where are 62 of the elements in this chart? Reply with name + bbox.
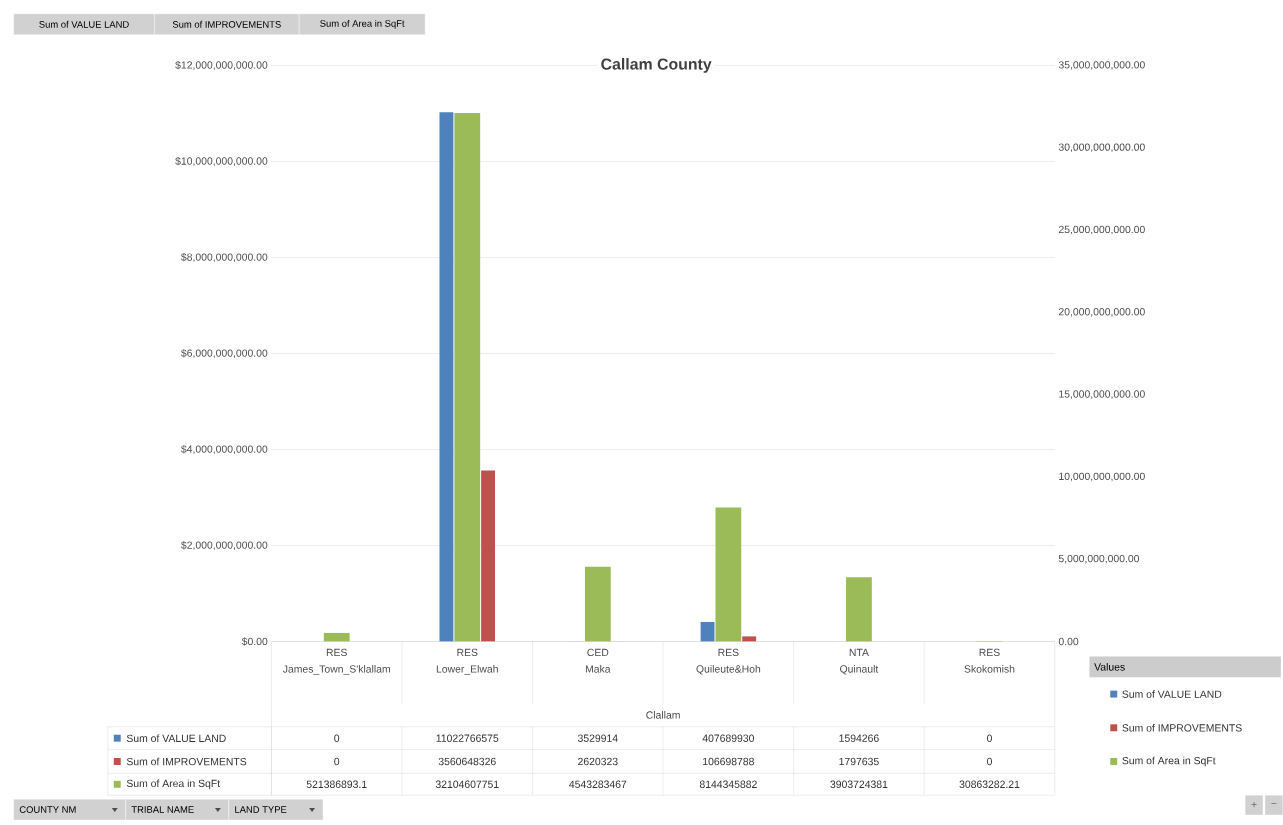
data-label: 8144345882: [699, 780, 757, 789]
text: Sum of Area in SqFt: [126, 779, 221, 790]
legend-label: Sum of Area in SqFt: [1122, 756, 1216, 767]
text: Sum of IMPROVEMENTS: [172, 20, 281, 28]
y2-tick-label: 25,000,000,000.00: [1058, 225, 1145, 235]
data-label: 3560648326: [438, 757, 496, 766]
y2-tick-label: 0.00: [1058, 637, 1079, 646]
x-tick-label: James_Town_S'klallam: [282, 665, 390, 675]
text: +: [1251, 802, 1257, 808]
data-label: 3529914: [577, 734, 618, 742]
data-label: 0: [986, 757, 992, 766]
data-label: 106698788: [703, 757, 754, 766]
x-tick-label: Lower_Elwah: [436, 665, 498, 675]
text: RES: [457, 648, 478, 657]
text: NTA: [849, 648, 869, 657]
y-tick-label: $6,000,000,000.00: [181, 348, 268, 359]
y2-tick-label: 35,000,000,000.00: [1058, 61, 1145, 70]
data-label: 2620323: [578, 757, 618, 766]
legend-label: Sum of IMPROVEMENTS: [1122, 723, 1242, 732]
data-label: 32104607751: [435, 780, 499, 789]
data-label: 3903724381: [830, 780, 888, 789]
x-tick-label: Skokomish: [964, 665, 1015, 673]
text: COUNTY NM: [19, 806, 76, 813]
data-label: 521386893.1: [306, 780, 367, 789]
x-tick-label: Maka: [585, 665, 611, 673]
data-label: 11022766575: [436, 734, 499, 742]
y-tick-label: $12,000,000,000.00: [175, 60, 268, 70]
legend-label: Sum of VALUE LAND: [126, 734, 226, 743]
text: RES: [718, 648, 739, 657]
y-tick-label: $4,000,000,000.00: [181, 444, 268, 455]
y-tick-label: $2,000,000,000.00: [181, 541, 268, 551]
data-label: 407689930: [702, 734, 754, 742]
text: CED: [587, 648, 609, 657]
y2-tick-label: 20,000,000,000.00: [1058, 308, 1145, 317]
text: Sum of VALUE LAND: [1122, 690, 1222, 698]
text: −: [1271, 803, 1277, 804]
data-label: 0: [334, 757, 340, 766]
data-label: 4543283467: [569, 780, 627, 789]
y-tick-label: $10,000,000,000.00: [175, 156, 268, 166]
data-label: 1594266: [839, 734, 879, 742]
data-label: 1797635: [839, 757, 879, 766]
y2-tick-label: 30,000,000,000.00: [1058, 143, 1145, 153]
y2-tick-label: 5,000,000,000.00: [1058, 554, 1140, 564]
y2-tick-label: 10,000,000,000.00: [1059, 472, 1145, 482]
chart-title: Callam County: [601, 58, 712, 73]
y-tick-label: $8,000,000,000.00: [181, 252, 268, 262]
y2-tick-label: 15,000,000,000.00: [1059, 390, 1145, 399]
text: Clallam: [646, 711, 680, 719]
text: Sum of IMPROVEMENTS: [126, 757, 247, 766]
text: TRIBAL NAME: [131, 806, 194, 813]
text: LAND TYPE: [235, 806, 287, 813]
x-tick-label: Quileute&Hoh: [696, 665, 761, 675]
y-tick-label: $0.00: [241, 637, 268, 646]
text: Sum of VALUE LAND: [39, 20, 129, 28]
text: RES: [979, 648, 1000, 657]
data-label: 0: [334, 734, 340, 742]
text: Sum of Area in SqFt: [320, 19, 405, 29]
x-tick-label: Quinault: [840, 665, 879, 675]
text: RES: [326, 648, 347, 657]
data-label: 30863282.21: [959, 780, 1020, 789]
data-label: 0: [986, 734, 992, 742]
legend-title: Values: [1094, 663, 1125, 671]
